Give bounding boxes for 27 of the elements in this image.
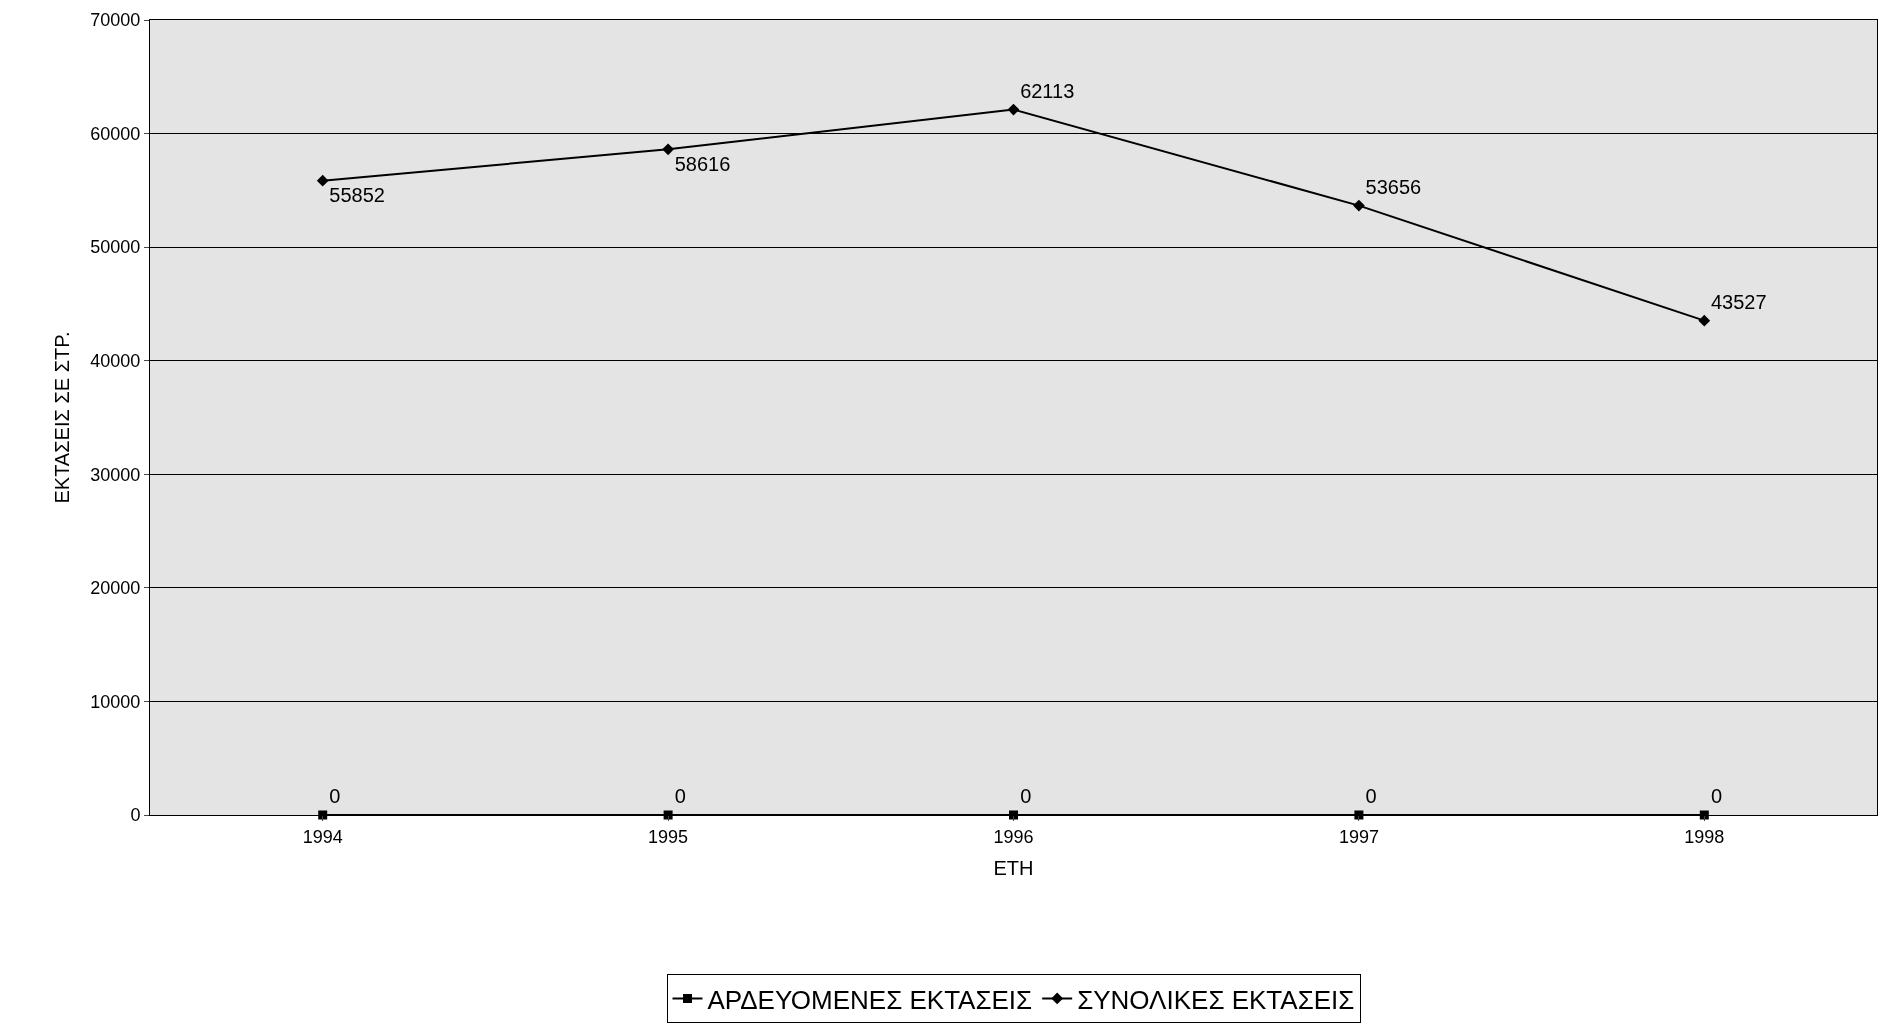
y-tick-label: 50000 [90,237,141,258]
x-tick-label: 1994 [302,826,343,847]
x-axis-title: ΕΤΗ [993,857,1034,880]
data-label: 55852 [329,184,385,207]
y-tick-label: 30000 [90,464,141,485]
data-label: 0 [1365,785,1377,808]
data-label: 0 [1020,785,1032,808]
x-tick-label: 1998 [1684,826,1725,847]
legend-label: ΣΥΝΟΛΙΚΕΣ ΕΚΤΑΣΕΙΣ [1077,984,1355,1015]
x-tick-label: 1997 [1338,826,1379,847]
y-axis-title: ΕΚΤΑΣΕΙΣ ΣΕ ΣΤΡ. [50,331,73,504]
y-tick-label: 40000 [90,351,141,372]
data-label: 58616 [674,152,731,175]
data-label: 43527 [1710,291,1767,314]
x-tick-label: 1996 [993,826,1034,847]
legend-label: ΑΡΔΕΥΟΜΕΝΕΣ ΕΚΤΑΣΕΙΣ [707,984,1033,1015]
x-tick-label: 1995 [648,826,689,847]
y-tick-label: 70000 [90,10,141,31]
data-label: 0 [329,785,341,808]
y-tick-label: 10000 [90,691,141,712]
data-label: 0 [1710,785,1723,808]
y-tick-label: 0 [130,805,141,826]
y-tick-label: 20000 [90,578,141,599]
data-label: 53656 [1365,175,1422,198]
data-label: 62113 [1020,79,1075,102]
y-tick-label: 60000 [90,123,141,144]
data-label: 0 [674,785,686,808]
